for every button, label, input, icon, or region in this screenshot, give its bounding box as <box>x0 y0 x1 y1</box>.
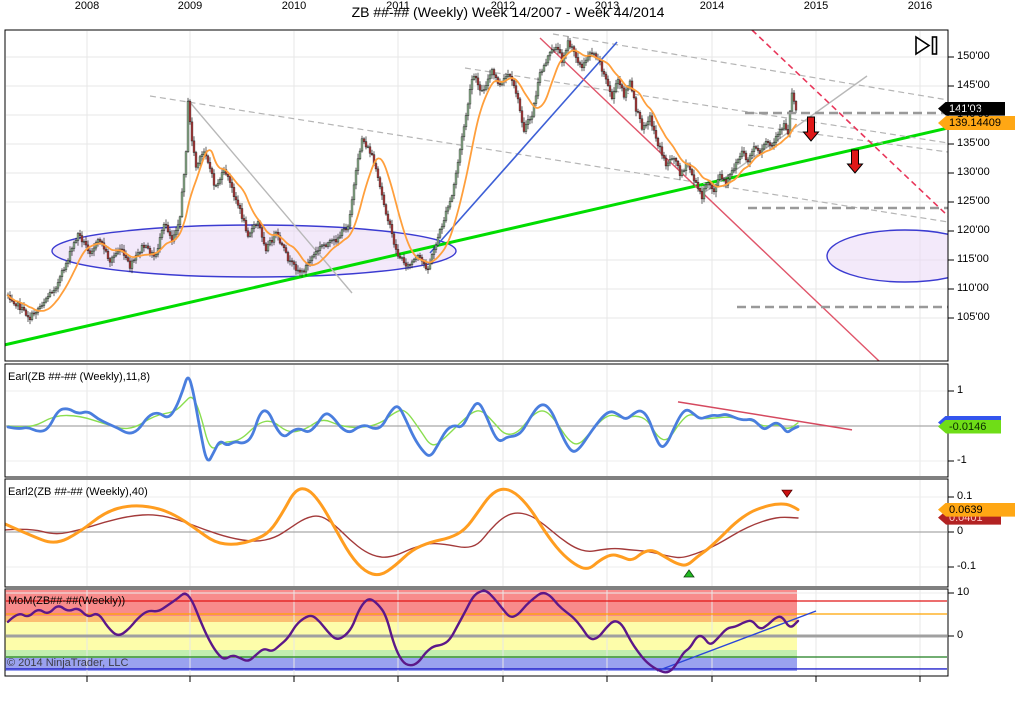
year-axis-label: 2013 <box>594 0 620 12</box>
year-axis-label: 2010 <box>281 0 307 12</box>
price-axis-label: 145'00 <box>957 79 990 91</box>
price-axis-label: 110'00 <box>957 282 989 294</box>
mom-panel-border <box>4 588 949 677</box>
year-axis-label: 2014 <box>699 0 725 12</box>
candle-wicks <box>7 36 797 325</box>
blue-trendline[interactable] <box>429 41 618 254</box>
mom-panel-label: MoM(ZB##-##(Weekly)) <box>8 595 126 607</box>
down-triangle-marker <box>781 489 793 498</box>
price-axis-label: 115'00 <box>957 253 989 265</box>
copyright-text: © 2014 NinjaTrader, LLC <box>7 657 129 669</box>
sell-arrow[interactable] <box>802 116 820 142</box>
year-axis-label: 2016 <box>907 0 933 12</box>
gray-dashed-upper[interactable] <box>552 33 948 101</box>
mom-blue-trendline[interactable] <box>656 610 817 672</box>
support-green[interactable] <box>0 126 948 347</box>
red-dashed[interactable] <box>751 30 948 217</box>
earl2-axis-label: 0.1 <box>957 490 973 502</box>
chart-title: ZB ##-## (Weekly) Week 14/2007 - Week 44… <box>351 4 665 20</box>
earl-axis-label: -1 <box>957 454 967 466</box>
year-axis-label: 2012 <box>490 0 516 12</box>
year-axis-label: 2015 <box>803 0 829 12</box>
price-panel-border <box>4 29 949 362</box>
sell-arrow[interactable] <box>846 149 864 174</box>
price-axis-label: 140'00 <box>957 108 990 120</box>
ma-value-tag: 139.14409 <box>938 115 1015 130</box>
earl-value-tag: -0.0146 <box>938 419 1001 434</box>
price-axis-label: 125'00 <box>957 195 990 207</box>
down-candles <box>6 40 798 321</box>
earl-panel-label: Earl(ZB ##-## (Weekly),11,8) <box>8 371 151 383</box>
earl2-panel-border <box>4 478 949 588</box>
gray-solid-2009[interactable] <box>187 99 353 294</box>
price-axis-label: 135'00 <box>957 137 990 149</box>
mom-axis-label: 0 <box>957 629 964 641</box>
price-axis-label: 150'00 <box>957 50 990 62</box>
earl-red-trendline[interactable] <box>677 401 853 431</box>
price-axis-label: 105'00 <box>957 311 990 323</box>
up-candles <box>16 40 794 320</box>
price-axis-label: 120'00 <box>957 224 990 236</box>
price-axis-label: 130'00 <box>957 166 990 178</box>
price-ellipse[interactable] <box>51 224 457 278</box>
year-axis-label: 2008 <box>74 0 100 12</box>
gray-dashed-mid[interactable] <box>464 67 948 144</box>
time-axis[interactable] <box>0 677 1016 700</box>
jump-to-last-bar-button[interactable] <box>910 33 942 59</box>
price-ellipse[interactable] <box>826 229 983 283</box>
last-price-tag: 141'03 <box>938 101 1005 116</box>
earl2-value-tag: 0.0639 <box>938 502 1015 517</box>
year-axis-label: 2011 <box>386 0 410 12</box>
skip-to-end-icon <box>915 35 938 56</box>
earl-axis-label: 1 <box>957 384 964 396</box>
mom-axis-label: 10 <box>957 586 970 598</box>
earl2-panel-label: Earl2(ZB ##-## (Weekly),40) <box>8 486 148 498</box>
gray-dashed-long[interactable] <box>149 95 948 223</box>
year-axis-label: 2009 <box>177 0 203 12</box>
up-triangle-marker <box>683 569 695 578</box>
earl2-axis-label: 0 <box>957 525 964 537</box>
earl2-axis-label: -0.1 <box>957 560 976 572</box>
